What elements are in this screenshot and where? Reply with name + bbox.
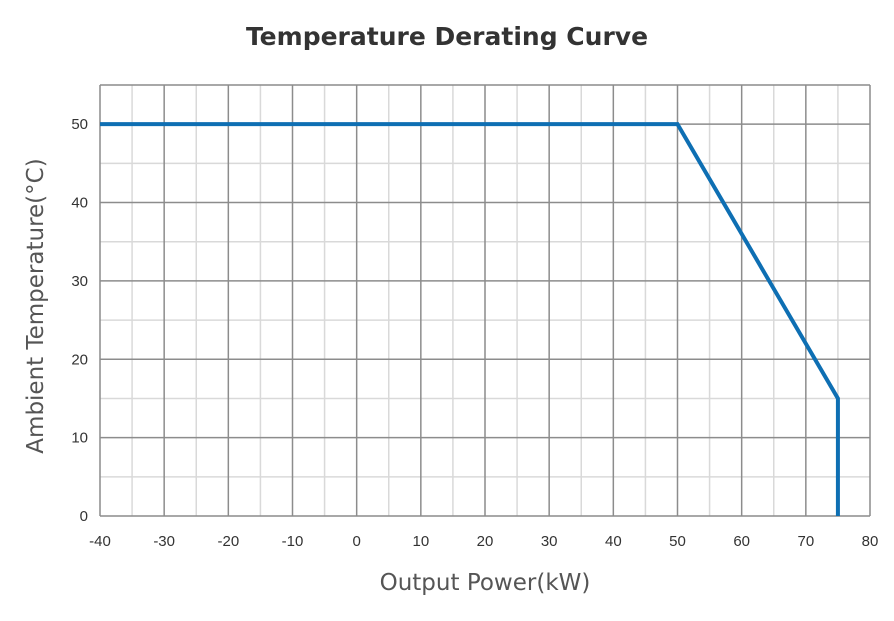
series-group bbox=[100, 122, 840, 516]
major-grid bbox=[99, 84, 871, 517]
x-tick-label: -10 bbox=[282, 533, 304, 550]
x-tick-label: 40 bbox=[605, 533, 622, 550]
x-tick-label: 10 bbox=[412, 533, 429, 550]
x-tick-label: 80 bbox=[862, 533, 879, 550]
x-tick-label: 70 bbox=[797, 533, 814, 550]
x-tick-label: 0 bbox=[352, 533, 360, 550]
y-tick-labels: 0 10 20 30 40 50 bbox=[71, 116, 88, 525]
y-axis-label: Ambient Temperature(°C) bbox=[23, 158, 49, 454]
y-tick-label: 20 bbox=[71, 351, 88, 368]
x-tick-label: -20 bbox=[217, 533, 239, 550]
x-tick-label: 60 bbox=[733, 533, 750, 550]
x-tick-labels: -40 -30 -20 -10 0 10 20 30 40 50 60 70 80 bbox=[89, 533, 878, 550]
y-tick-label: 50 bbox=[71, 116, 88, 133]
y-tick-label: 10 bbox=[71, 430, 88, 447]
x-tick-label: -30 bbox=[153, 533, 175, 550]
x-tick-label: 20 bbox=[477, 533, 494, 550]
chart-title: Temperature Derating Curve bbox=[245, 22, 649, 51]
x-axis-label: Output Power(kW) bbox=[379, 570, 591, 596]
derating-curve-line bbox=[100, 122, 840, 516]
y-tick-label: 30 bbox=[71, 273, 88, 290]
x-tick-label: 30 bbox=[541, 533, 558, 550]
x-tick-label: -40 bbox=[89, 533, 111, 550]
x-tick-label: 50 bbox=[669, 533, 686, 550]
y-tick-label: 40 bbox=[71, 195, 88, 212]
y-tick-label: 0 bbox=[80, 508, 88, 525]
